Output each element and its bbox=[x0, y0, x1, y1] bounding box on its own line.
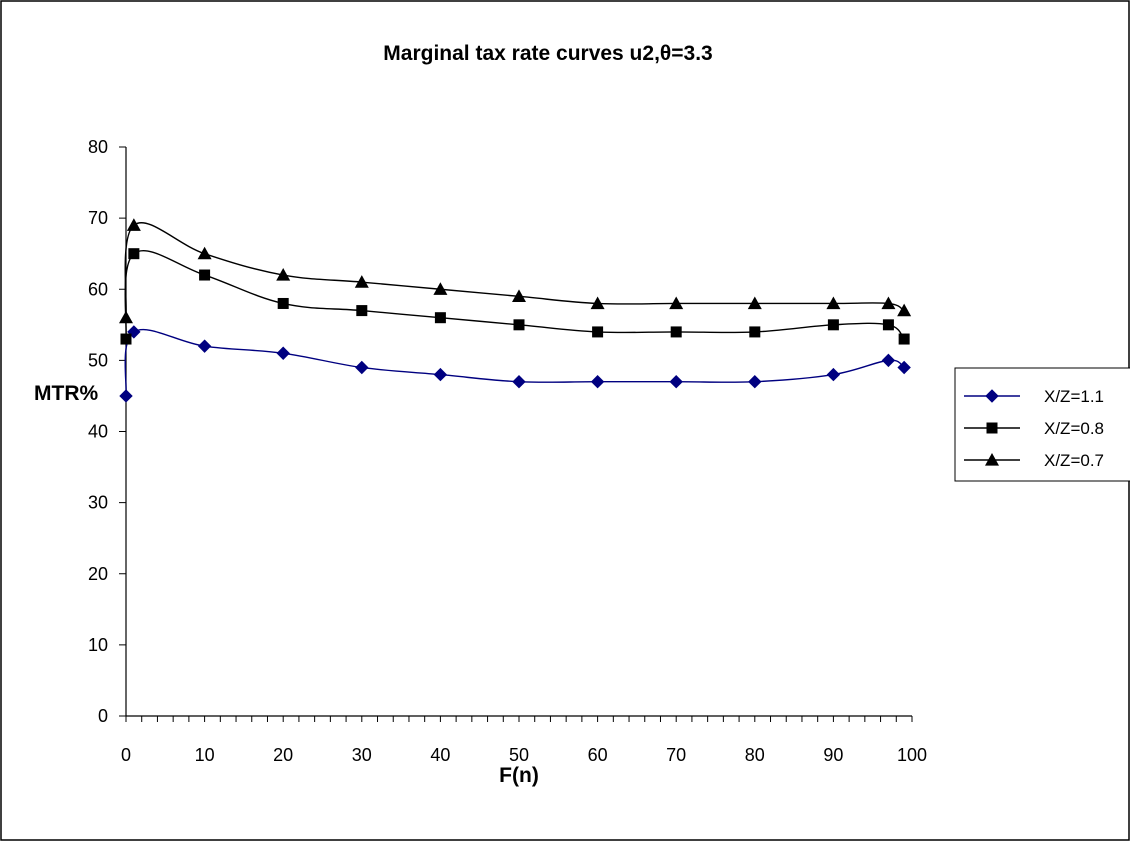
data-point-diamond bbox=[433, 367, 448, 382]
data-point-square bbox=[128, 248, 140, 260]
data-point-diamond bbox=[669, 375, 683, 389]
data-point-diamond bbox=[276, 346, 290, 360]
x-tick-label: 100 bbox=[897, 745, 927, 765]
data-point-diamond bbox=[355, 360, 369, 375]
series-line bbox=[124, 249, 905, 340]
data-point-triangle bbox=[985, 453, 999, 466]
axes: 0 10 20 30 40 50 60 70 80 0 10 20 30 40 50 60 70 80 90 100 bbox=[88, 137, 927, 765]
y-tick-label: 70 bbox=[88, 208, 108, 228]
y-tick-label: 20 bbox=[88, 564, 108, 584]
data-point-square bbox=[199, 269, 211, 281]
data-point-triangle bbox=[119, 310, 133, 324]
data-point-square bbox=[670, 326, 682, 338]
legend-label: X/Z=0.7 bbox=[1044, 451, 1104, 470]
legend-label: X/Z=1.1 bbox=[1044, 387, 1104, 406]
y-axis-title: MTR% bbox=[34, 382, 98, 405]
data-point-diamond bbox=[512, 375, 526, 389]
data-point-square bbox=[592, 326, 604, 338]
x-tick-label: 40 bbox=[430, 745, 450, 765]
x-tick-label: 70 bbox=[666, 745, 686, 765]
y-tick-label: 30 bbox=[88, 493, 108, 513]
x-tick-label: 90 bbox=[823, 745, 843, 765]
data-point-triangle bbox=[197, 246, 212, 260]
x-tick-label: 60 bbox=[588, 745, 608, 765]
data-point-diamond bbox=[590, 375, 605, 389]
x-tick-label: 0 bbox=[121, 745, 131, 765]
x-tick-label: 80 bbox=[745, 745, 765, 765]
data-point-diamond bbox=[119, 389, 133, 403]
series bbox=[119, 218, 912, 324]
data-point-square bbox=[434, 312, 446, 324]
legend-item: X/Z=0.8 bbox=[964, 419, 1104, 438]
data-point-square bbox=[356, 305, 368, 317]
x-tick-label: 30 bbox=[352, 745, 372, 765]
x-tick-label: 20 bbox=[273, 745, 293, 765]
data-point-square bbox=[513, 319, 525, 331]
data-point-square bbox=[749, 326, 761, 338]
data-point-triangle bbox=[590, 296, 605, 310]
plot-area bbox=[119, 218, 912, 403]
data-point-triangle bbox=[276, 268, 291, 281]
y-tick-label: 80 bbox=[88, 137, 108, 157]
legend-item: X/Z=0.7 bbox=[964, 451, 1104, 470]
data-point-square bbox=[120, 333, 132, 345]
data-point-triangle bbox=[354, 275, 369, 288]
data-point-diamond bbox=[826, 367, 841, 382]
y-tick-label: 40 bbox=[88, 422, 108, 442]
series bbox=[119, 325, 911, 403]
data-point-triangle bbox=[881, 296, 896, 310]
data-point-triangle bbox=[747, 296, 762, 310]
data-point-triangle bbox=[669, 296, 684, 310]
legend: X/Z=1.1 X/Z=0.8 X/Z=0.7 bbox=[954, 367, 1130, 482]
legend-item: X/Z=1.1 bbox=[964, 387, 1104, 406]
data-point-triangle bbox=[512, 289, 526, 302]
data-point-triangle bbox=[826, 296, 841, 310]
x-tick-label: 50 bbox=[509, 745, 529, 765]
chart-title: Marginal tax rate curves u2,θ=3.3 bbox=[383, 42, 712, 65]
y-tick-label: 50 bbox=[88, 350, 108, 370]
data-point-square bbox=[827, 319, 839, 331]
data-point-triangle bbox=[126, 218, 141, 231]
data-point-triangle bbox=[433, 282, 448, 295]
data-point-square bbox=[882, 319, 894, 331]
legend-label: X/Z=0.8 bbox=[1044, 419, 1104, 438]
x-tick-label: 10 bbox=[195, 745, 215, 765]
data-point-square bbox=[277, 297, 289, 309]
legend-box bbox=[954, 367, 1130, 482]
series-line bbox=[124, 222, 905, 318]
data-point-diamond bbox=[881, 353, 896, 368]
data-point-square bbox=[898, 333, 910, 345]
data-point-diamond bbox=[897, 360, 911, 375]
y-tick-label: 10 bbox=[88, 635, 108, 655]
data-point-square bbox=[986, 422, 998, 434]
x-axis-title: F(n) bbox=[499, 764, 539, 787]
data-point-diamond bbox=[748, 375, 762, 389]
data-point-diamond bbox=[197, 339, 212, 353]
y-tick-label: 60 bbox=[88, 279, 108, 299]
series bbox=[120, 248, 910, 345]
y-tick-label: 0 bbox=[98, 706, 108, 726]
data-point-diamond bbox=[985, 389, 999, 403]
data-point-triangle bbox=[897, 303, 912, 317]
